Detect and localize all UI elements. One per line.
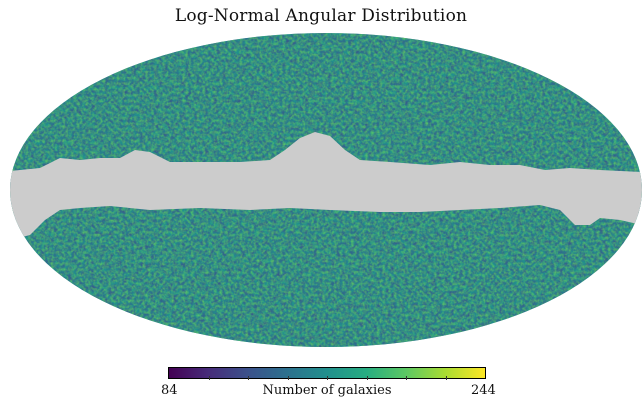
colorbar-tick [287,376,289,380]
colorbar-max-label: 244 [471,383,496,398]
colorbar-tick [366,376,368,380]
map-field [10,33,642,347]
colorbar-min-label: 84 [161,383,178,398]
sky-map [10,33,642,347]
colorbar-tick [248,376,249,380]
colorbar [168,367,486,380]
colorbar-title: Number of galaxies [262,383,392,398]
colorbar-tick [445,376,447,380]
colorbar-tick [406,376,407,380]
galactic-plane-mask [10,132,642,240]
figure-title: Log-Normal Angular Distribution [174,6,468,26]
colorbar-tick [208,376,210,380]
colorbar-tick [327,376,328,380]
